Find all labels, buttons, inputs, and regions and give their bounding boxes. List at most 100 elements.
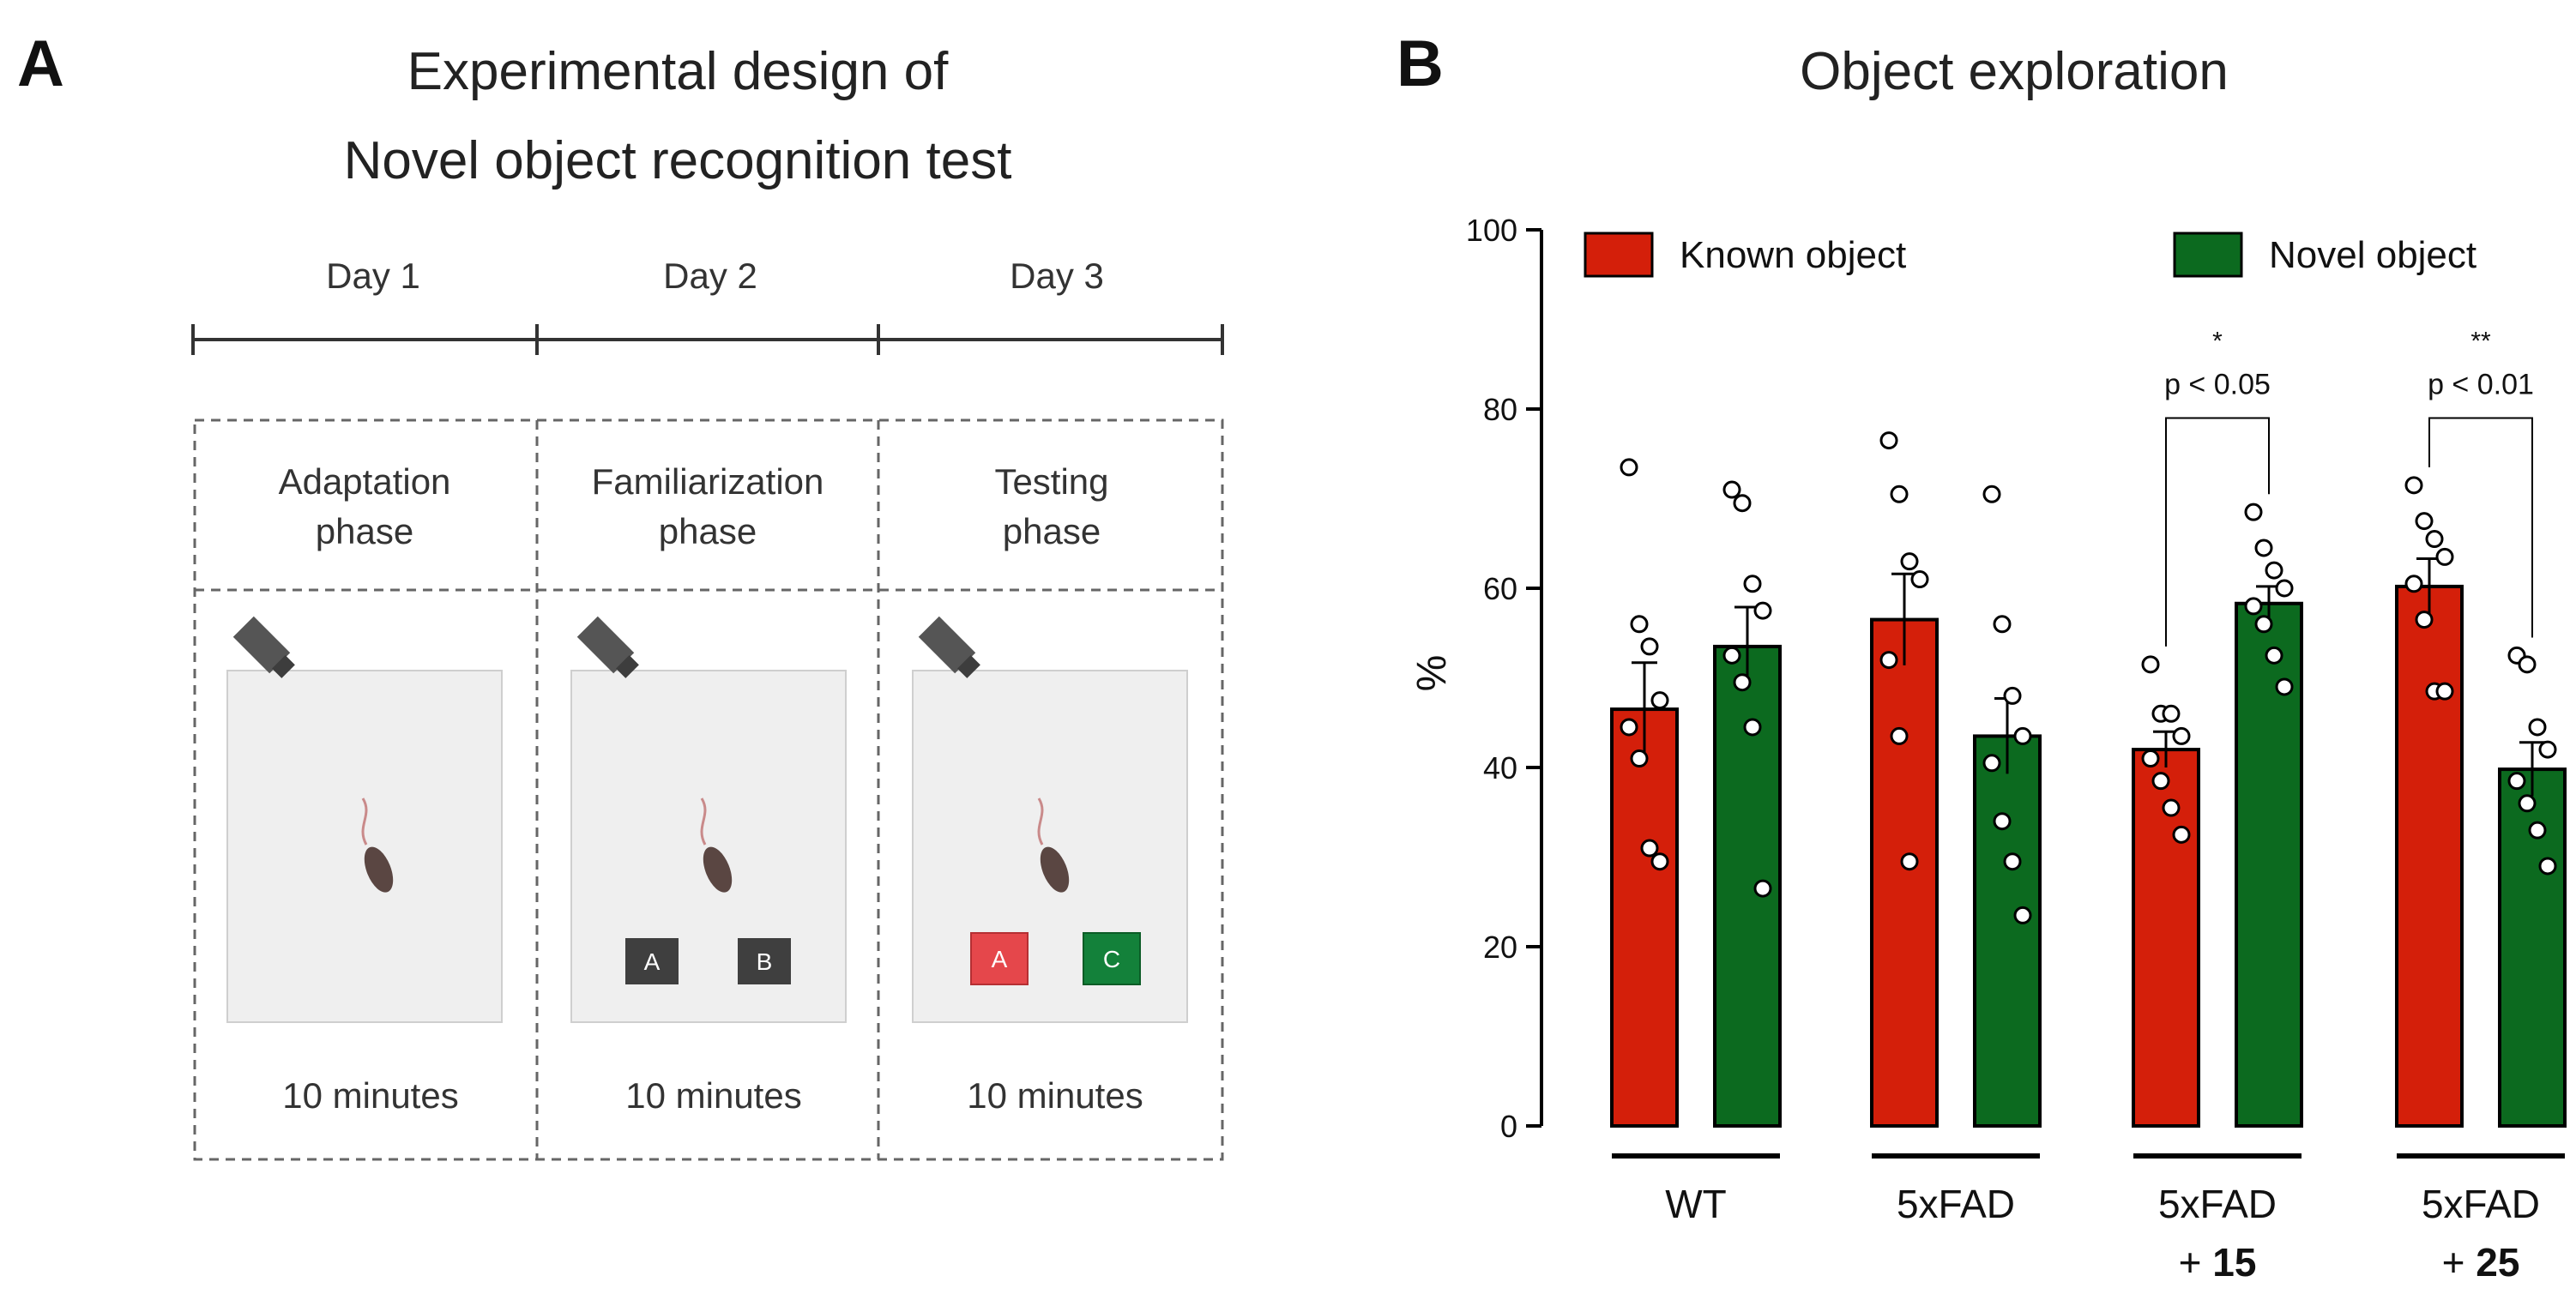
data-point <box>1620 718 1638 737</box>
data-point <box>2435 547 2454 566</box>
p-value-label: p < 0.05 <box>2164 368 2271 400</box>
data-point <box>2013 726 2032 745</box>
significance-bracket <box>2428 417 2533 638</box>
data-point <box>2507 772 2526 791</box>
y-axis-label: % <box>1409 655 1455 692</box>
phase-1-duration: 10 minutes <box>282 1075 458 1116</box>
arena-floor <box>912 670 1188 1023</box>
data-point <box>1722 646 1741 665</box>
data-point <box>2528 718 2547 737</box>
data-point <box>2003 852 2022 871</box>
phase-grid-outline <box>193 418 1224 1161</box>
data-point <box>1722 480 1741 499</box>
data-point <box>1640 839 1659 858</box>
timeline <box>191 324 1224 355</box>
data-point <box>2275 677 2294 696</box>
data-point <box>1640 637 1659 656</box>
phase-grid <box>193 418 1224 1161</box>
data-point <box>2141 749 2160 768</box>
object-novel-label: C <box>1103 946 1120 972</box>
category-label: 5xFAD <box>2158 1182 2277 1226</box>
data-point <box>2244 597 2263 616</box>
mouse-icon <box>700 797 733 893</box>
data-point <box>1743 575 1762 593</box>
data-point <box>2415 611 2434 629</box>
p-value-label: p < 0.01 <box>2428 368 2534 400</box>
data-point <box>1630 749 1649 768</box>
panel-b: B Object exploration 0 20 40 60 80 100% WT 5xFA… <box>1397 27 2567 1285</box>
category-label: WT <box>1665 1182 1727 1226</box>
data-point <box>1733 673 1752 692</box>
object-known-box <box>970 932 1029 985</box>
chart-title: Object exploration <box>1800 42 2229 101</box>
y-tick-label: 20 <box>1483 930 1517 965</box>
camera-icon <box>232 616 295 678</box>
legend-swatch <box>1584 232 1654 278</box>
data-point <box>2435 682 2454 701</box>
data-point <box>2404 476 2423 495</box>
data-point <box>2518 655 2537 674</box>
arena-1 <box>226 616 503 1023</box>
phase-2-label-line2: phase <box>659 511 757 551</box>
y-tick-label: 0 <box>1500 1109 1517 1144</box>
data-point <box>1910 570 1929 589</box>
data-point <box>1650 691 1669 710</box>
data-point <box>1890 726 1909 745</box>
bar-chart: 0 20 40 60 80 100% WT 5xFAD 5xFAD + 15 5xFAD + 25 Kn… <box>1409 213 2567 1285</box>
panel-b-letter: B <box>1397 27 1444 100</box>
data-point <box>1982 754 2001 773</box>
phase-3-duration: 10 minutes <box>967 1075 1143 1116</box>
bar <box>1870 617 1939 1128</box>
object-a-box <box>625 938 679 984</box>
legend-swatch <box>2173 232 2243 278</box>
object-novel-box <box>1083 932 1141 985</box>
data-point <box>2415 512 2434 531</box>
legend-label: Novel object <box>2269 234 2476 276</box>
data-point <box>1630 615 1649 634</box>
panel-a-title-line2: Novel object recognition test <box>344 131 1012 190</box>
bar <box>2395 584 2464 1128</box>
data-point <box>1900 552 1919 571</box>
panel-a: A Experimental design of Novel object re… <box>17 27 1224 1161</box>
panel-a-letter: A <box>17 27 64 100</box>
object-a-label: A <box>644 948 661 975</box>
arena-floor <box>570 670 847 1023</box>
data-point <box>2172 726 2191 745</box>
data-point <box>2141 655 2160 674</box>
data-point <box>1650 852 1669 871</box>
data-point <box>2275 579 2294 598</box>
phase-2-label-line1: Familiarization <box>592 461 824 502</box>
data-point <box>2013 906 2032 924</box>
data-point <box>2265 646 2283 665</box>
data-point <box>1753 879 1772 898</box>
data-point <box>2265 561 2283 580</box>
category-label-dose: + 15 <box>2179 1240 2257 1285</box>
phase-3-label-line1: Testing <box>994 461 1108 502</box>
bar <box>1973 734 2042 1128</box>
day-1-label: Day 1 <box>326 256 420 296</box>
category-label: 5xFAD <box>2422 1182 2540 1226</box>
data-point <box>2404 575 2423 593</box>
data-point <box>1982 484 2001 503</box>
legend-label: Known object <box>1680 234 1906 276</box>
data-point <box>2254 539 2273 557</box>
y-tick-label: 60 <box>1483 571 1517 606</box>
significance-stars: ** <box>2470 327 2491 355</box>
data-point <box>1890 484 1909 503</box>
data-point <box>1753 601 1772 620</box>
data-point <box>2151 772 2170 791</box>
data-point <box>2528 821 2547 840</box>
day-3-label: Day 3 <box>1010 256 1104 296</box>
data-point <box>2162 798 2181 817</box>
data-point <box>1993 812 2012 831</box>
data-point <box>1993 615 2012 634</box>
significance-bracket <box>2165 417 2270 647</box>
mouse-icon <box>361 797 394 893</box>
arena-floor <box>226 670 503 1023</box>
data-point <box>2254 615 2273 634</box>
phase-1-label-line2: phase <box>316 511 413 551</box>
data-point <box>2162 704 2181 723</box>
camera-icon <box>576 616 639 678</box>
data-point <box>1733 494 1752 513</box>
object-known-label: A <box>992 946 1008 972</box>
